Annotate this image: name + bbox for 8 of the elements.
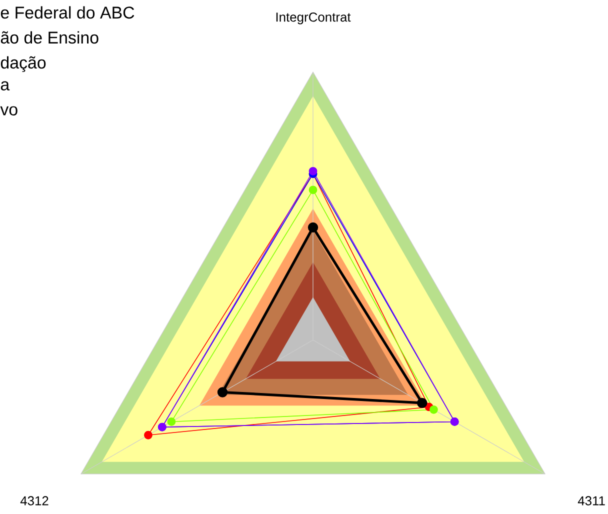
text: a [0,81,10,90]
text: vo [0,106,18,116]
spoke-label: 4312 [20,496,48,506]
spoke-label: IntegrContrat [276,12,351,24]
text: ão de Ensino [0,31,98,44]
spoke-label: 4311 [578,496,605,506]
text: e Federal do ABC [0,6,134,19]
text: dação [0,56,46,72]
